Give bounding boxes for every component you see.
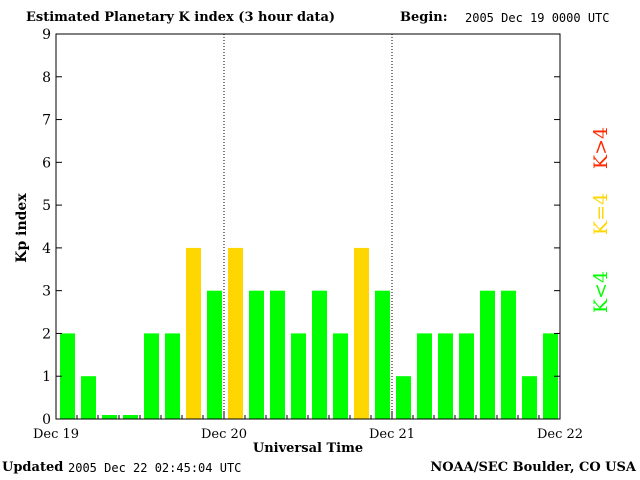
y-tick-label: 7: [42, 113, 51, 129]
y-tick-label: 1: [42, 369, 51, 385]
y-ticks: 0 1 2 3 4 5 6 7 8 9: [42, 27, 560, 428]
updated-timestamp: 2005 Dec 22 02:45:04 UTC: [68, 461, 242, 475]
kp-bar: [270, 290, 285, 419]
x-tick-label: Dec 22: [537, 427, 583, 442]
kp-bar: [249, 290, 264, 419]
updated-label: Updated: [2, 460, 64, 475]
x-ticks: Dec 19 Dec 20 Dec 21 Dec 22: [33, 411, 583, 442]
kp-bar: [354, 247, 369, 419]
kp-bar: [480, 290, 495, 419]
kp-bar: [102, 415, 117, 419]
y-tick-label: 6: [42, 155, 51, 171]
y-tick-label: 2: [42, 326, 51, 342]
kp-bar: [165, 333, 180, 419]
kp-bar: [522, 376, 537, 419]
x-tick-label: Dec 20: [201, 427, 247, 442]
kp-bar: [501, 290, 516, 419]
y-tick-label: 5: [42, 198, 51, 214]
x-tick-label: Dec 21: [369, 427, 415, 442]
kp-bar: [396, 376, 411, 419]
credit-text: NOAA/SEC Boulder, CO USA: [430, 460, 636, 475]
kp-bar: [207, 290, 222, 419]
day-separators: [223, 34, 393, 419]
begin-value: 2005 Dec 19 0000 UTC: [465, 11, 610, 25]
x-axis-label: Universal Time: [253, 441, 363, 456]
legend-k-above-4: K>4: [590, 127, 612, 169]
kp-bar: [144, 333, 159, 419]
y-tick-label: 9: [42, 27, 51, 43]
kp-bar: [543, 333, 558, 419]
chart-title: Estimated Planetary K index (3 hour data…: [26, 10, 336, 25]
kp-bar: [375, 290, 390, 419]
bar-group: [60, 247, 558, 419]
kp-bar: [228, 247, 243, 419]
y-tick-label: 8: [42, 70, 51, 86]
kp-bar: [60, 333, 75, 419]
kp-bar: [312, 290, 327, 419]
kp-bar: [123, 415, 138, 419]
begin-label: Begin:: [400, 10, 448, 25]
kp-bar: [438, 333, 453, 419]
kp-bar: [81, 376, 96, 419]
kp-bar: [186, 247, 201, 419]
y-tick-label: 4: [42, 241, 51, 257]
y-tick-label: 0: [42, 412, 51, 428]
kp-bar: [417, 333, 432, 419]
kp-bar: [459, 333, 474, 419]
y-tick-label: 3: [42, 284, 51, 300]
legend-k-below-4: K<4: [590, 271, 612, 313]
legend-k-equal-4: K=4: [590, 193, 612, 235]
y-axis-label: Kp index: [14, 193, 30, 263]
x-tick-label: Dec 19: [33, 427, 79, 442]
kp-bar: [291, 333, 306, 419]
kp-bar: [333, 333, 348, 419]
